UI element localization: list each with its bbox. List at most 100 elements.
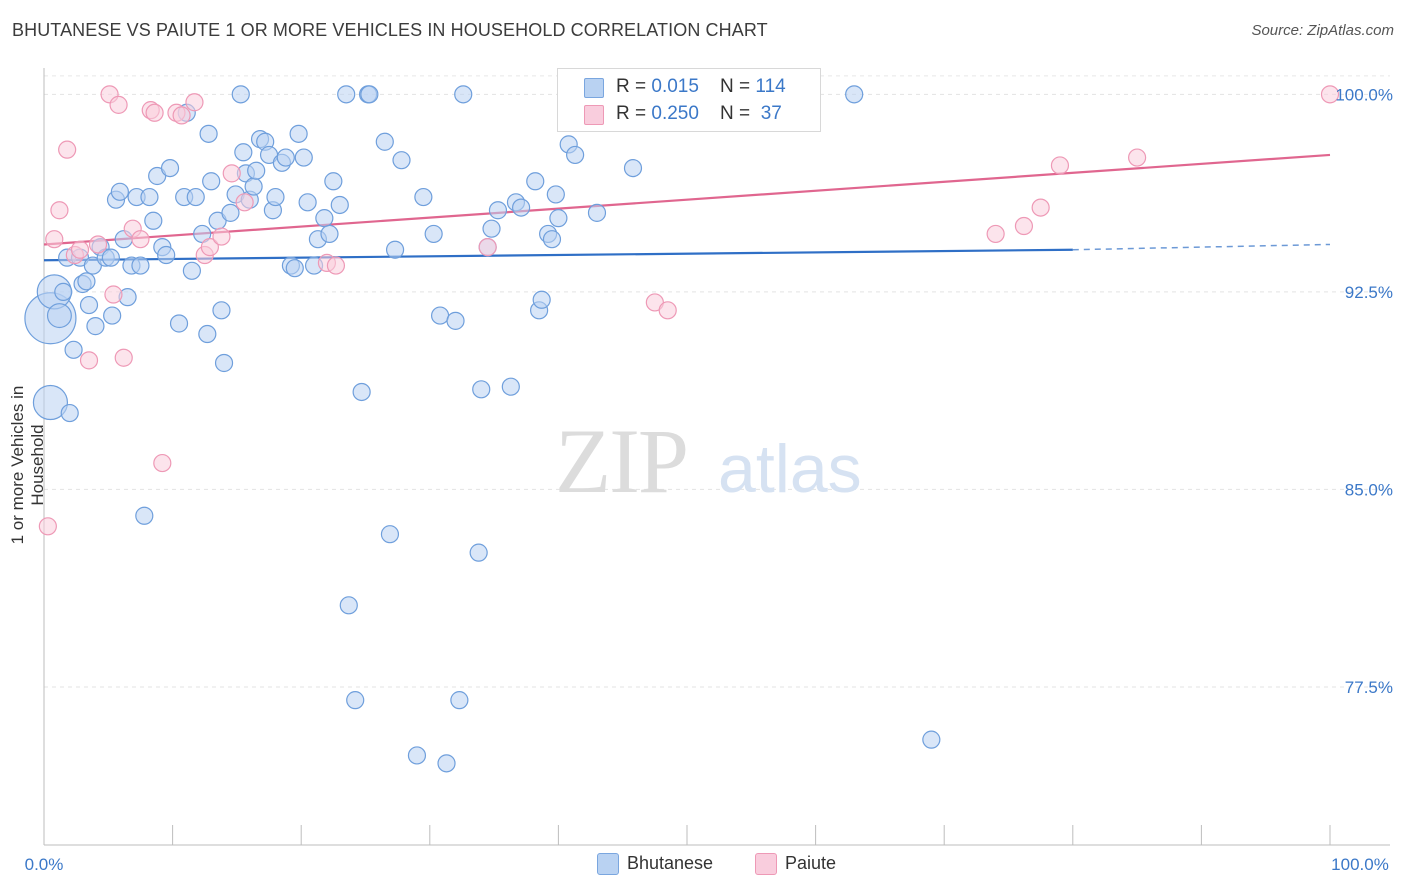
bhutanese-point-51 [247,161,266,180]
bottom-legend-bhutanese: Bhutanese [597,850,737,876]
paiute-point-19 [185,93,204,112]
bhutanese-point-3 [46,303,72,329]
bhutanese-point-112 [922,730,941,749]
paiute-point-22 [212,227,231,246]
bhutanese-point-80 [407,746,427,765]
bhutanese-point-102 [549,209,568,228]
x-tick-labels: 0.0% 100.0% [25,855,1389,874]
bhutanese-trend-line [43,248,1073,262]
paiute-point-9 [104,285,123,304]
bottom-swatch-bhutanese [597,853,619,875]
bhutanese-point-25 [135,506,154,525]
chart-title: BHUTANESE VS PAIUTE 1 OR MORE VEHICLES I… [12,20,768,40]
correlation-legend: R = 0.015 N = 114 R = 0.250 N = 37 [557,68,821,132]
bhutanese-point-13 [86,317,105,336]
paiute-point-27 [478,238,497,257]
bhutanese-point-67 [320,224,339,244]
bhutanese-trend-extension [1072,243,1331,251]
x-tick-label-0: 0.0% [25,855,64,874]
bhutanese-point-92 [488,201,508,220]
bhutanese-point-31 [160,158,180,178]
bhutanese-point-44 [221,203,240,222]
bhutanese-point-96 [526,172,545,191]
paiute-point-33 [1014,216,1034,236]
bhutanese-point-16 [101,248,120,267]
bhutanese-point-104 [566,145,585,165]
source-label: Source: ZipAtlas.com [1251,22,1394,39]
series-bhutanese [24,85,941,773]
bhutanese-point-36 [186,187,205,207]
bhutanese-point-61 [289,124,308,143]
bhutanese-point-60 [285,259,304,278]
paiute-point-3 [58,140,77,159]
bhutanese-point-85 [446,311,465,330]
bhutanese-point-27 [144,211,163,230]
legend-swatch-bhutanese [584,78,604,98]
series-paiute [38,85,1340,536]
bhutanese-point-40 [202,172,221,191]
bhutanese-point-86 [450,691,469,710]
bhutanese-point-76 [375,132,394,151]
r-value: 0.015 [651,76,699,97]
bhutanese-point-68 [324,172,343,191]
bhutanese-point-62 [294,148,313,167]
bhutanese-point-10 [77,272,96,291]
legend-text-paiute: R = 0.250 N = 37 [616,101,782,127]
bhutanese-point-32 [169,314,189,333]
bhutanese-point-83 [430,306,450,325]
bhutanese-point-105 [587,203,607,222]
bhutanese-point-35 [182,261,201,280]
paiute-point-15 [145,103,164,122]
legend-text-bhutanese: R = 0.015 N = 114 [616,74,786,100]
bhutanese-point-79 [392,151,411,170]
paiute-point-26 [326,256,346,275]
bhutanese-point-30 [157,245,176,265]
r-label: R = [616,103,652,124]
bhutanese-point-77 [380,525,400,544]
legend-swatch-paiute [584,105,604,125]
paiute-point-5 [70,240,90,259]
bhutanese-point-89 [472,380,491,399]
bhutanese-point-38 [198,324,217,344]
bhutanese-point-73 [352,382,371,402]
bhutanese-point-7 [64,340,83,359]
y-tick-label-3: 77.5% [1345,678,1393,697]
bhutanese-point-42 [212,301,231,320]
bottom-swatch-paiute [755,853,777,875]
paiute-point-23 [222,164,241,183]
bhutanese-point-43 [214,353,234,373]
paiute-point-11 [114,348,133,367]
bhutanese-point-100 [542,230,562,249]
bhutanese-point-24 [131,256,150,275]
bhutanese-point-17 [103,306,122,325]
bottom-label-paiute: Paiute [785,853,837,873]
bhutanese-point-98 [532,290,551,309]
y-tick-labels: 100.0% 92.5% 85.0% 77.5% [1335,85,1393,697]
n-label: N = [720,103,756,124]
bhutanese-point-39 [199,124,218,143]
bhutanese-point-81 [414,187,433,207]
bhutanese-point-56 [266,187,285,207]
bhutanese-point-101 [546,185,565,204]
bottom-label-bhutanese: Bhutanese [627,853,714,873]
n-label: N = [720,76,756,97]
bhutanese-point-71 [339,596,358,615]
watermark-zip: ZIP [555,410,687,512]
bhutanese-point-95 [512,198,531,217]
bhutanese-point-11 [79,295,99,315]
bhutanese-point-82 [424,224,443,244]
y-tick-label-2: 85.0% [1345,480,1393,499]
bhutanese-point-66 [315,209,334,228]
bhutanese-point-84 [437,754,456,773]
paiute-point-7 [88,235,108,254]
paiute-point-6 [79,351,99,370]
bhutanese-point-109 [623,158,643,178]
watermark: ZIP atlas [555,410,862,512]
y-tick-label-1: 92.5% [1345,283,1393,302]
paiute-point-1 [45,230,64,249]
paiute-point-31 [658,301,677,320]
bottom-legend-paiute: Paiute [755,850,865,876]
bhutanese-point-88 [469,543,488,562]
paiute-trend-line [43,153,1331,246]
bhutanese-point-4 [54,282,73,301]
